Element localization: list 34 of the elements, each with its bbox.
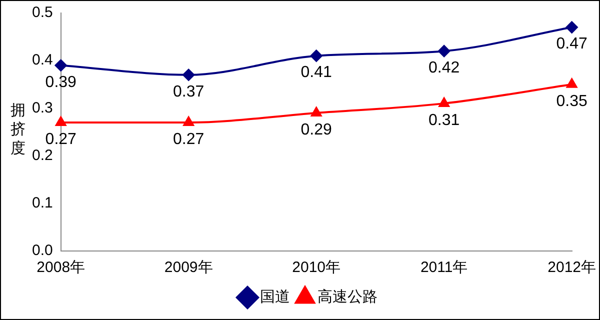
y-axis-title: 拥挤度 bbox=[10, 101, 26, 158]
y-tick-label: 0.4 bbox=[32, 52, 53, 69]
legend-label: 高速公路 bbox=[318, 287, 378, 306]
point bbox=[183, 116, 194, 126]
data-label: 0.31 bbox=[428, 112, 460, 129]
y-tick-label: 0.1 bbox=[32, 194, 53, 212]
data-label: 0.47 bbox=[556, 36, 588, 53]
y-tick-label: 0.2 bbox=[32, 146, 53, 164]
data-label: 0.41 bbox=[300, 64, 332, 82]
point bbox=[566, 78, 578, 88]
point bbox=[438, 45, 450, 58]
point bbox=[182, 68, 195, 81]
data-label: 0.37 bbox=[173, 83, 204, 100]
x-tick-label: 2008年 bbox=[36, 259, 86, 276]
y-tick-label: 0.5 bbox=[32, 4, 53, 22]
x-tick-label: 2010年 bbox=[292, 259, 341, 276]
point bbox=[56, 116, 66, 126]
x-tick-label: 2009年 bbox=[164, 259, 213, 276]
x-tick-label: 2012年 bbox=[548, 259, 596, 276]
point bbox=[310, 50, 322, 62]
data-label: 0.29 bbox=[300, 121, 332, 138]
y-tick-label: 0.3 bbox=[32, 99, 53, 116]
data-label: 0.39 bbox=[45, 74, 77, 91]
point bbox=[54, 59, 67, 72]
point bbox=[438, 97, 450, 107]
x-tick-label: 2011年 bbox=[420, 259, 468, 276]
data-label: 0.27 bbox=[45, 130, 77, 148]
data-label: 0.35 bbox=[556, 92, 588, 110]
point bbox=[311, 106, 322, 116]
data-label: 0.27 bbox=[173, 130, 204, 148]
data-label: 0.42 bbox=[428, 59, 460, 76]
legend-label: 国道 bbox=[260, 287, 290, 306]
y-tick-label: 0.0 bbox=[32, 242, 53, 260]
point bbox=[566, 21, 578, 34]
